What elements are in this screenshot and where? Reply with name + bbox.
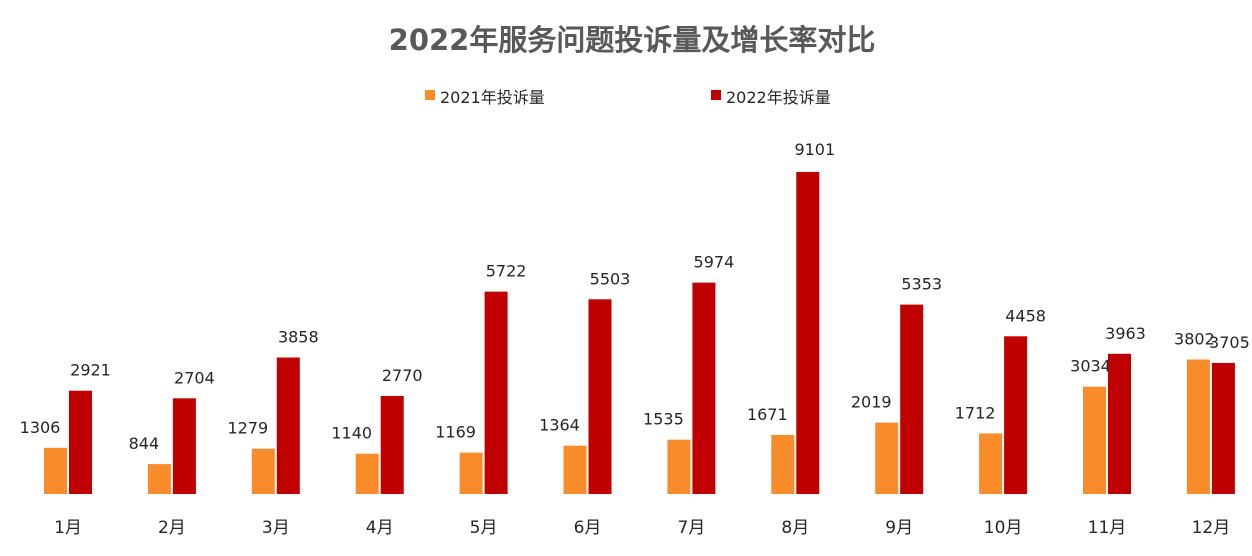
data-label-2021-1: 1306 — [20, 418, 61, 437]
x-tick-label-4: 4月 — [366, 518, 394, 538]
data-label-2022-1: 2921 — [70, 361, 111, 380]
data-label-2021-6: 1364 — [539, 416, 580, 435]
chart-title: 2022年服务问题投诉量及增长率对比 — [389, 23, 876, 57]
data-label-2022-2: 2704 — [174, 368, 215, 387]
x-tick-label-7: 7月 — [677, 518, 705, 538]
bar-2022-4 — [380, 396, 404, 494]
bar-2021-10 — [979, 433, 1003, 494]
bar-2021-9 — [875, 422, 899, 494]
bar-2022-12 — [1211, 362, 1235, 494]
legend-label-2022: 2022年投诉量 — [726, 88, 831, 107]
data-label-2021-12: 3802 — [1174, 330, 1215, 349]
data-label-2022-6: 5503 — [590, 269, 631, 288]
bar-2022-9 — [900, 304, 924, 494]
x-tick-label-10: 10月 — [984, 518, 1023, 538]
bar-2022-10 — [1004, 336, 1028, 494]
bar-2021-5 — [459, 452, 483, 494]
legend: 2021年投诉量 2022年投诉量 — [425, 88, 831, 107]
data-label-2021-10: 1712 — [955, 403, 996, 422]
bar-2021-1 — [44, 447, 67, 494]
data-label-2022-12: 3705 — [1209, 333, 1250, 352]
bar-2022-8 — [796, 172, 820, 494]
data-label-2022-8: 9101 — [794, 140, 835, 159]
legend-swatch-2022 — [711, 90, 721, 100]
data-label-2021-2: 844 — [129, 434, 160, 453]
x-tick-label-11: 11月 — [1088, 518, 1127, 538]
data-label-2021-4: 1140 — [331, 424, 372, 443]
bar-2021-2 — [147, 464, 171, 494]
data-label-2021-11: 3034 — [1070, 357, 1111, 376]
bar-2021-8 — [771, 434, 795, 494]
data-label-2021-3: 1279 — [227, 419, 268, 438]
bar-2022-6 — [588, 299, 612, 494]
x-tick-label-9: 9月 — [885, 518, 913, 538]
data-label-2022-5: 5722 — [486, 262, 527, 281]
data-label-2021-8: 1671 — [747, 405, 788, 424]
data-label-2021-9: 2019 — [851, 393, 892, 412]
bar-2021-11 — [1083, 386, 1106, 494]
bar-2022-2 — [172, 398, 196, 494]
x-tick-label-2: 2月 — [158, 518, 186, 538]
bar-2021-3 — [251, 448, 275, 494]
x-tick-label-3: 3月 — [262, 518, 290, 538]
legend-label-2021: 2021年投诉量 — [440, 88, 545, 107]
data-label-2021-5: 1169 — [435, 423, 476, 442]
bar-2022-5 — [484, 291, 508, 494]
bar-2022-3 — [276, 357, 300, 494]
data-label-2022-10: 4458 — [1005, 306, 1046, 325]
data-label-2022-11: 3963 — [1105, 324, 1146, 343]
x-tick-label-6: 6月 — [574, 518, 602, 538]
legend-swatch-2021 — [425, 90, 435, 100]
bar-2021-4 — [355, 453, 379, 494]
data-label-2022-4: 2770 — [382, 366, 423, 385]
bar-2021-12 — [1186, 359, 1210, 494]
data-label-2022-9: 5353 — [901, 275, 942, 294]
data-label-2022-7: 5974 — [694, 253, 735, 272]
bar-2022-7 — [692, 282, 716, 494]
x-tick-label-1: 1月 — [54, 518, 82, 538]
plot-area: 1306 2921 1月 844 2704 2月 1279 3858 3月 1140 2770 4月 1… — [20, 140, 1250, 538]
data-label-2021-7: 1535 — [643, 410, 684, 429]
x-tick-label-12: 12月 — [1192, 518, 1231, 538]
bar-2022-1 — [69, 390, 92, 494]
x-tick-label-5: 5月 — [470, 518, 498, 538]
x-tick-label-8: 8月 — [781, 518, 809, 538]
data-label-2022-3: 3858 — [278, 328, 319, 347]
bar-2021-6 — [563, 445, 587, 494]
bar-2022-11 — [1108, 353, 1131, 494]
bar-2021-7 — [667, 439, 691, 494]
